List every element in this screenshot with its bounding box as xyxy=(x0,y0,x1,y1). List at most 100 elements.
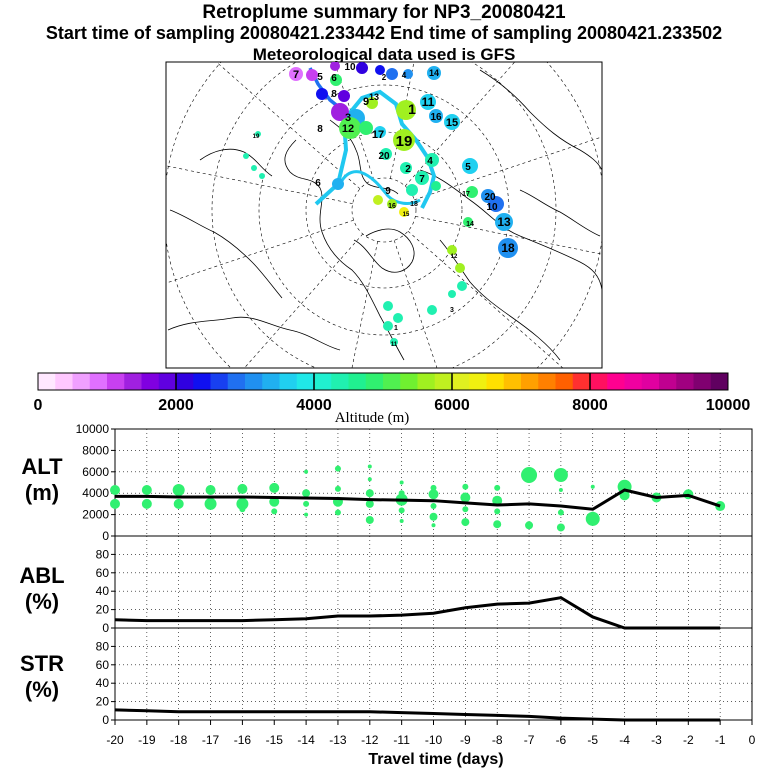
trajectory-marker xyxy=(444,114,460,130)
colorbar-swatch xyxy=(503,373,522,390)
altitude-colorbar: 0 2000 4000 6000 8000 10000 xyxy=(34,372,750,414)
colorbar-swatch xyxy=(227,373,246,390)
trajectory-day-label: 5 xyxy=(465,162,471,173)
x-tick-label: -9 xyxy=(460,733,471,747)
alt-point xyxy=(110,498,120,509)
colorbar-swatch xyxy=(641,373,660,390)
coastline xyxy=(167,316,341,351)
colorbar-swatch xyxy=(400,373,418,390)
x-tick-label: -8 xyxy=(492,733,503,747)
trajectory-day-label: 10 xyxy=(486,202,498,213)
trajectory-marker xyxy=(330,74,342,86)
meridian-line xyxy=(166,219,354,284)
trajectory-day-label: 4 xyxy=(427,156,433,167)
trajectory-marker xyxy=(374,126,386,138)
trajectory-marker xyxy=(420,94,436,110)
colorbar-tick-label: 6000 xyxy=(434,397,470,414)
colorbar-swatch xyxy=(38,373,56,390)
str-line xyxy=(114,708,721,722)
trajectory-marker xyxy=(495,213,513,231)
colorbar-swatch xyxy=(555,373,574,390)
colorbar-swatch xyxy=(452,373,470,390)
trajectory-day-label: 3 xyxy=(450,307,454,314)
trajectory-day-label: 20 xyxy=(484,192,496,203)
trajectory-marker xyxy=(393,313,403,323)
y-tick-label: 6000 xyxy=(82,465,109,479)
y-tick-label: 80 xyxy=(96,639,110,653)
colorbar-swatch xyxy=(193,373,211,390)
map-frame xyxy=(165,61,603,369)
alt-point xyxy=(460,492,471,503)
trajectory-day-label: 7 xyxy=(293,69,299,81)
colorbar-swatch xyxy=(434,373,453,390)
x-axis-label: Travel time (days) xyxy=(368,751,503,768)
colorbar-swatch xyxy=(486,373,505,390)
alt-point xyxy=(430,503,437,510)
trajectory-marker xyxy=(406,184,418,196)
y-tick-label: 10000 xyxy=(76,422,110,436)
trajectory-marker xyxy=(393,129,415,151)
trajectory-day-label: 10 xyxy=(344,62,356,73)
alt-point xyxy=(141,498,152,509)
trajectory-marker xyxy=(488,196,504,212)
x-tick-label: -11 xyxy=(393,733,410,747)
alt-point xyxy=(365,489,374,498)
alt-mean-line xyxy=(115,488,721,511)
trajectory-day-label: 4 xyxy=(402,71,407,80)
trajectory-day-label: 1 xyxy=(408,101,416,117)
alt-point xyxy=(367,464,372,469)
sampling-times: Start time of sampling 20080421.233442 E… xyxy=(45,23,723,43)
alt-point xyxy=(303,500,310,507)
colorbar-swatch xyxy=(124,373,142,390)
trajectory-day-label: 8 xyxy=(331,89,337,100)
trajectory-day-label: 6 xyxy=(315,178,321,189)
trajectory-day-label: 19 xyxy=(396,133,413,150)
alt-point xyxy=(334,485,341,492)
trajectory-marker xyxy=(403,69,413,79)
alt-point xyxy=(237,483,248,494)
trajectory-day-label: 17 xyxy=(372,129,384,141)
colorbar-swatch xyxy=(572,373,591,390)
trajectory-marker xyxy=(339,117,361,139)
trajectory-marker xyxy=(373,195,383,205)
meridian-line xyxy=(351,241,378,368)
alt-point xyxy=(556,523,565,532)
x-tick-label: -5 xyxy=(587,733,598,747)
trajectory-marker xyxy=(455,263,465,273)
coastline xyxy=(519,189,601,237)
colorbar-swatch xyxy=(676,373,694,390)
y-tick-label: 8000 xyxy=(82,443,109,457)
alt-point xyxy=(558,487,563,492)
colorbar-swatch xyxy=(331,373,349,390)
alt-point xyxy=(431,523,436,528)
trajectory-path-main xyxy=(314,89,437,209)
trajectory-marker xyxy=(359,121,373,135)
trajectory-marker xyxy=(427,305,437,315)
trajectory-marker xyxy=(431,181,441,191)
panel-ylabel: ABL xyxy=(19,563,64,588)
panel-str: 0 20 40 60 80 STR(%) xyxy=(20,627,753,727)
trajectory-day-label: 9 xyxy=(363,96,369,108)
trajectory-day-label: 11 xyxy=(422,95,435,109)
colorbar-tick-label: 2000 xyxy=(158,397,194,414)
trajectory-marker xyxy=(331,103,349,121)
coastline xyxy=(439,239,561,361)
colorbar-swatch xyxy=(262,373,280,390)
alt-point xyxy=(494,508,501,515)
trajectory-marker xyxy=(316,88,328,100)
trajectory-day-label: 19 xyxy=(253,134,260,140)
y-tick-label: 0 xyxy=(102,621,109,635)
trajectory-day-label: 5 xyxy=(317,72,323,83)
x-tick-label: -7 xyxy=(524,733,535,747)
trajectory-marker xyxy=(457,281,467,291)
chart-title: Retroplume summary for NP3_20080421 xyxy=(202,2,566,23)
trajectory-marker xyxy=(330,62,340,71)
trajectory-day-label: 12 xyxy=(342,123,354,135)
meridian-line xyxy=(244,233,364,368)
x-tick-label: -4 xyxy=(619,733,630,747)
trajectory-day-label: 12 xyxy=(451,254,458,260)
alt-point xyxy=(429,512,438,521)
y-tick-label: 80 xyxy=(96,547,110,561)
trajectory-marker xyxy=(383,321,393,331)
trajectory-marker xyxy=(425,153,439,167)
